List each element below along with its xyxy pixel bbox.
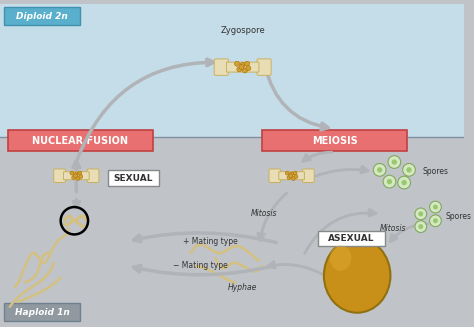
Circle shape bbox=[240, 62, 245, 67]
Circle shape bbox=[287, 176, 291, 180]
FancyBboxPatch shape bbox=[227, 62, 259, 72]
Circle shape bbox=[245, 61, 250, 66]
Circle shape bbox=[289, 174, 292, 178]
Text: Spores: Spores bbox=[445, 212, 471, 221]
Circle shape bbox=[72, 176, 76, 180]
Circle shape bbox=[433, 205, 438, 210]
FancyBboxPatch shape bbox=[64, 172, 89, 180]
FancyBboxPatch shape bbox=[262, 130, 407, 151]
Circle shape bbox=[76, 177, 80, 180]
Text: + Mating type: + Mating type bbox=[183, 237, 238, 246]
Bar bbox=[0, 4, 464, 137]
Text: Diploid 2n: Diploid 2n bbox=[16, 12, 68, 21]
FancyBboxPatch shape bbox=[8, 130, 153, 151]
Circle shape bbox=[294, 175, 298, 179]
Circle shape bbox=[392, 159, 397, 165]
Circle shape bbox=[401, 180, 407, 185]
Circle shape bbox=[235, 61, 239, 66]
Circle shape bbox=[429, 215, 441, 227]
Text: SEXUAL: SEXUAL bbox=[113, 174, 153, 183]
Circle shape bbox=[415, 208, 427, 220]
Circle shape bbox=[78, 171, 82, 175]
Text: ASEXUAL: ASEXUAL bbox=[328, 234, 374, 243]
FancyBboxPatch shape bbox=[214, 59, 228, 75]
FancyBboxPatch shape bbox=[108, 170, 158, 185]
Text: Zygospore: Zygospore bbox=[220, 26, 265, 35]
FancyBboxPatch shape bbox=[269, 169, 281, 182]
FancyBboxPatch shape bbox=[4, 303, 80, 320]
Circle shape bbox=[285, 171, 289, 175]
Circle shape bbox=[70, 171, 74, 175]
FancyBboxPatch shape bbox=[87, 169, 99, 182]
Circle shape bbox=[239, 65, 244, 70]
Circle shape bbox=[290, 172, 293, 176]
Circle shape bbox=[418, 224, 423, 229]
Circle shape bbox=[79, 175, 82, 179]
Circle shape bbox=[402, 164, 415, 176]
Circle shape bbox=[293, 171, 297, 175]
Ellipse shape bbox=[324, 238, 391, 313]
Circle shape bbox=[73, 174, 77, 178]
Text: Haploid 1n: Haploid 1n bbox=[15, 308, 70, 317]
FancyBboxPatch shape bbox=[318, 231, 384, 246]
Circle shape bbox=[406, 167, 412, 173]
Circle shape bbox=[74, 172, 78, 176]
Circle shape bbox=[383, 175, 396, 188]
Circle shape bbox=[398, 176, 410, 189]
Text: Hyphae: Hyphae bbox=[228, 283, 257, 292]
Circle shape bbox=[292, 177, 295, 180]
Circle shape bbox=[374, 164, 386, 176]
Circle shape bbox=[237, 67, 242, 72]
FancyBboxPatch shape bbox=[257, 59, 271, 75]
Text: Mitosis: Mitosis bbox=[380, 224, 407, 233]
Circle shape bbox=[242, 68, 247, 73]
Text: Spores: Spores bbox=[423, 167, 449, 176]
Circle shape bbox=[387, 179, 392, 184]
Text: Mitosis: Mitosis bbox=[251, 209, 277, 218]
Circle shape bbox=[388, 156, 401, 168]
FancyBboxPatch shape bbox=[54, 169, 65, 182]
FancyBboxPatch shape bbox=[4, 8, 80, 25]
Circle shape bbox=[429, 201, 441, 213]
Circle shape bbox=[415, 221, 427, 232]
FancyBboxPatch shape bbox=[302, 169, 314, 182]
Circle shape bbox=[377, 167, 383, 173]
Circle shape bbox=[246, 66, 251, 71]
Ellipse shape bbox=[330, 245, 351, 271]
Bar bbox=[0, 137, 464, 323]
Text: NUCLEAR FUSION: NUCLEAR FUSION bbox=[32, 136, 128, 146]
Circle shape bbox=[418, 212, 423, 216]
Circle shape bbox=[433, 218, 438, 223]
FancyBboxPatch shape bbox=[279, 172, 304, 180]
Text: − Mating type: − Mating type bbox=[173, 261, 228, 270]
Text: MEIOSIS: MEIOSIS bbox=[312, 136, 357, 146]
